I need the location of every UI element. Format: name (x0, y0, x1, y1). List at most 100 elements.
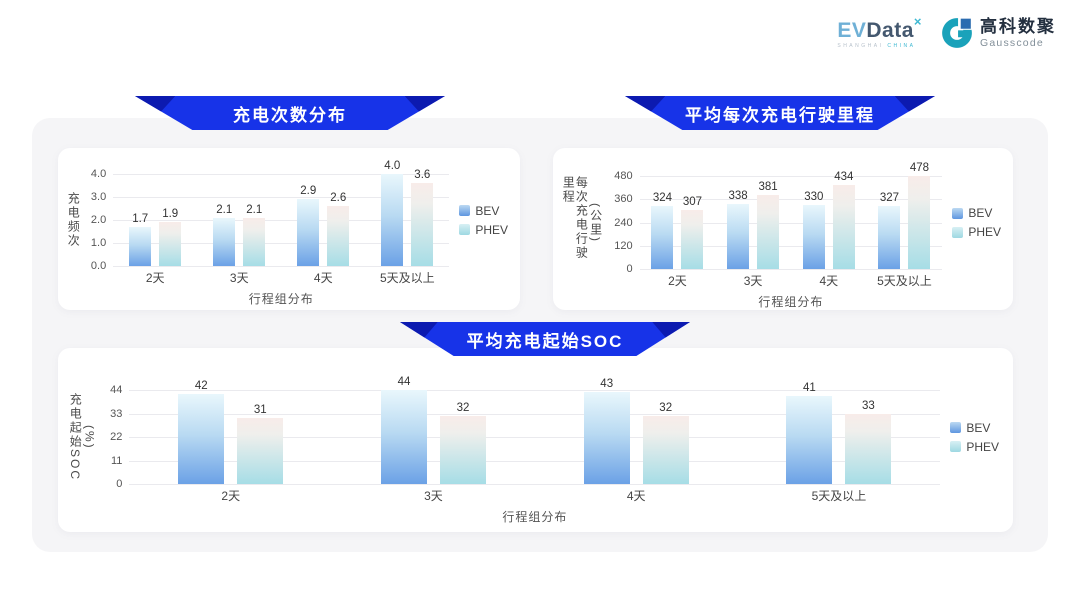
bar-phev[interactable]: 381 (757, 181, 780, 269)
bar-bev[interactable]: 44 (380, 376, 427, 484)
bar-group: 2.1 2.1 (197, 174, 281, 266)
bar-fill (237, 417, 284, 484)
banner-left-tip (625, 96, 666, 118)
bar-value-label: 381 (758, 181, 778, 194)
bar-groups: 1.7 1.9 2.1 2.1 2.9 2.6 4.0 3.6 (113, 160, 449, 266)
bar-bev[interactable]: 42 (178, 380, 225, 484)
plot-area: 324 307 338 381 330 434 327 478 (639, 162, 943, 270)
bar-fill (642, 415, 689, 484)
banner-right-tip (404, 96, 445, 118)
bar-fill (832, 184, 855, 269)
bar-phev[interactable]: 307 (681, 196, 704, 269)
chart-legend: BEV PHEV (449, 174, 512, 266)
x-category-label: 4天 (313, 271, 333, 285)
bar-value-label: 32 (659, 401, 673, 414)
x-category-label: 2天 (668, 274, 687, 288)
y-tick-label: 33 (110, 407, 123, 420)
bar-group: 327 478 (867, 162, 943, 269)
gridline (113, 220, 450, 221)
bar-value-label: 4.0 (384, 160, 401, 172)
y-tick-label: 0.0 (90, 260, 107, 272)
chart-card-charge-count: 充电频次 4.0 3.0 2.0 1.0 0.0 1.7 1.9 2.1 2.1 2.9 2.6 4.0… (58, 148, 520, 310)
bar-phev[interactable]: 31 (237, 404, 284, 484)
bar-fill (243, 217, 266, 266)
x-axis-label: 行程组分布 (502, 510, 568, 524)
bar-fill (439, 415, 486, 484)
gridline (129, 460, 941, 462)
bar-group: 43 32 (535, 378, 738, 484)
x-category-label: 3天 (229, 271, 249, 285)
bar-phev[interactable]: 32 (439, 402, 486, 484)
bar-fill (757, 195, 780, 269)
bar-value-label: 1.7 (132, 212, 149, 225)
bar-phev[interactable]: 1.9 (159, 208, 182, 266)
bar-value-label: 43 (600, 378, 614, 391)
legend-item-bev[interactable]: BEV (459, 204, 508, 218)
bar-bev[interactable]: 2.1 (213, 204, 236, 266)
bar-value-label: 478 (909, 162, 930, 175)
bar-bev[interactable]: 324 (651, 192, 674, 269)
legend-item-bev[interactable]: BEV (952, 206, 1001, 220)
y-tick-label: 4.0 (90, 168, 107, 180)
plot-row: 4.0 3.0 2.0 1.0 0.0 1.7 1.9 2.1 2.1 2.9 2.6 4.0 3.6 (81, 160, 450, 272)
bar-groups: 324 307 338 381 330 434 327 478 (640, 162, 943, 269)
y-axis-label-text: 充电起始SOC (68, 392, 83, 481)
bar-phev[interactable]: 2.1 (243, 204, 266, 266)
chart-legend: BEV PHEV (940, 390, 1003, 484)
bar-value-label: 32 (456, 401, 470, 414)
bar-bev[interactable]: 330 (802, 191, 825, 269)
y-tick-label: 11 (110, 454, 123, 467)
legend-swatch-phev (950, 441, 962, 452)
bar-group: 2.9 2.6 (281, 174, 365, 266)
legend-item-bev[interactable]: BEV (950, 421, 999, 435)
y-tick-label: 22 (110, 431, 123, 443)
bar-value-label: 327 (879, 191, 900, 204)
bar-bev[interactable]: 41 (786, 382, 833, 484)
gausscode-g-icon (942, 17, 974, 48)
gridline (113, 197, 450, 198)
bar-value-label: 1.9 (162, 208, 179, 221)
chart-title: 充电次数分布 (233, 105, 347, 125)
bar-bev[interactable]: 4.0 (381, 160, 404, 266)
bar-bev[interactable]: 1.7 (129, 213, 152, 266)
bar-bev[interactable]: 43 (583, 378, 630, 484)
bar-fill (213, 217, 236, 266)
gridline (129, 437, 941, 438)
bar-bev[interactable]: 338 (727, 190, 750, 269)
gridline (639, 269, 943, 270)
bar-bev[interactable]: 327 (878, 192, 901, 269)
banner-left-tip (135, 96, 176, 118)
bar-fill (681, 209, 704, 269)
chart-body: 每次充电行驶里程 (公里) 480 360 240 120 0 324 307 338 381 330… (559, 162, 1005, 310)
bar-fill (845, 413, 892, 484)
bar-value-label: 434 (834, 170, 854, 183)
bar-phev[interactable]: 2.6 (327, 192, 350, 266)
evdata-logo-text: EVData× (837, 14, 922, 42)
bar-phev[interactable]: 3.6 (411, 169, 434, 266)
bar-phev[interactable]: 33 (845, 400, 892, 484)
y-axis-unit: (公里) (588, 202, 603, 243)
x-axis-categories: 2天 3天 4天 5天及以上 (113, 269, 449, 286)
x-category-label: 5天及以上 (811, 489, 867, 503)
bar-bev[interactable]: 2.9 (297, 185, 320, 266)
y-tick-label: 120 (614, 239, 633, 252)
bar-fill (178, 394, 225, 484)
gridline (113, 174, 450, 175)
y-tick-label: 360 (614, 193, 633, 206)
legend-item-phev[interactable]: PHEV (459, 223, 508, 237)
gridline (113, 243, 450, 244)
bar-fill (381, 174, 404, 266)
bar-value-label: 41 (803, 382, 816, 395)
legend-item-phev[interactable]: PHEV (950, 440, 999, 454)
chart-title: 平均充电起始SOC (466, 331, 624, 351)
bar-value-label: 330 (804, 191, 824, 204)
bar-value-label: 2.6 (330, 192, 347, 205)
bar-phev[interactable]: 478 (908, 162, 931, 269)
bar-phev[interactable]: 434 (832, 171, 855, 269)
bar-value-label: 2.1 (216, 203, 233, 216)
bar-phev[interactable]: 32 (642, 402, 689, 484)
chart-body: 充电频次 4.0 3.0 2.0 1.0 0.0 1.7 1.9 2.1 2.1 2.9 2.6 4.0… (64, 160, 512, 307)
legend-item-phev[interactable]: PHEV (952, 225, 1001, 239)
bar-fill (651, 206, 674, 269)
y-axis-label: 每次充电行驶里程 (公里) (559, 176, 604, 269)
